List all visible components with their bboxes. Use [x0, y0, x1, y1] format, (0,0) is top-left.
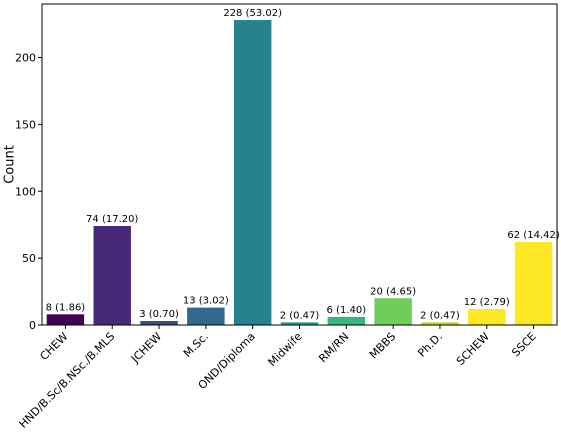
bar-data-label: 12 (2.79) [464, 297, 510, 308]
x-tick-label: MBBS [367, 330, 398, 361]
bar [468, 308, 506, 325]
x-tick-label: CHEW [37, 330, 70, 363]
bar [93, 226, 131, 325]
y-tick-label: 100 [15, 185, 36, 198]
x-tick-label: JCHEW [128, 330, 164, 366]
x-tick-label: RM/RN [316, 330, 351, 365]
bar [187, 307, 225, 325]
bar [46, 314, 85, 325]
y-tick-label: 150 [15, 118, 36, 131]
bar-labels-group: 8 (1.86) 74 (17.20) 3 (0.70) 13 (3.02) 228 (… [46, 8, 560, 321]
x-tick-label: Midwife [266, 330, 305, 369]
y-tick-label: 0 [29, 319, 36, 332]
bar-data-label: 13 (3.02) [183, 296, 229, 307]
x-tick-label: M.Sc. [181, 330, 211, 360]
bar-data-label: 6 (1.40) [327, 305, 367, 316]
bar-data-label: 62 (14.42) [507, 230, 559, 241]
bar-data-label: 2 (0.47) [280, 310, 320, 321]
y-tick-label: 200 [15, 52, 36, 65]
bar-data-label: 228 (53.02) [223, 8, 282, 19]
bar-data-label: 3 (0.70) [139, 309, 179, 320]
bar [374, 298, 412, 325]
bar-data-label: 74 (17.20) [86, 214, 138, 225]
x-tick-label: SSCE [509, 330, 538, 359]
bar [421, 322, 459, 325]
bar-data-label: 8 (1.86) [46, 302, 86, 313]
bar-data-label: 2 (0.47) [420, 310, 460, 321]
x-tick-label: SCHEW [454, 330, 492, 368]
y-tick-label: 50 [22, 252, 36, 265]
y-axis: 0 50 100 150 200 [15, 52, 42, 332]
bars-group [46, 20, 553, 326]
bar [140, 320, 178, 325]
bar-data-label: 20 (4.65) [370, 286, 416, 297]
x-tick-label: HND/B.Sc/B.NSc./B.MLS [17, 330, 118, 431]
x-tick-label: Ph.D. [415, 330, 445, 360]
bar [233, 20, 272, 326]
bar [514, 242, 553, 325]
bar [280, 322, 319, 325]
bar [327, 316, 366, 325]
y-axis-label: Count [3, 145, 18, 184]
